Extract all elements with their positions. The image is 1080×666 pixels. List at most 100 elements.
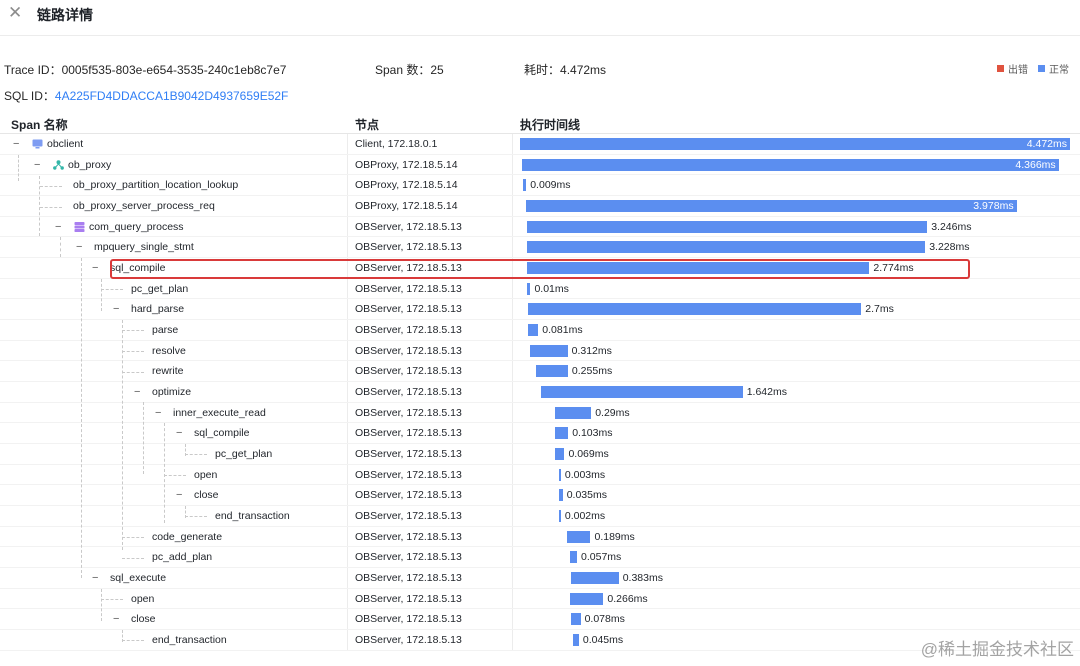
span-name: pc_get_plan (131, 282, 189, 295)
collapse-toggle[interactable]: − (176, 427, 183, 440)
sql-id-link[interactable]: 4A225FD4DDACCA1B9042D4937659E52F (54, 89, 289, 103)
timeline-bar[interactable] (558, 489, 563, 502)
proxy-icon (53, 159, 64, 170)
timeline-bar[interactable] (523, 179, 527, 192)
column-header-span: Span 名称 (11, 118, 68, 132)
table-row[interactable]: rewrite OBServer, 172.18.5.13 0.255ms (0, 361, 1080, 383)
table-row[interactable]: pc_get_plan OBServer, 172.18.5.13 0.069ms (0, 444, 1080, 465)
table-row[interactable]: − obclient Client, 172.18.0.1 4.472ms (0, 134, 1080, 155)
span-name: pc_add_plan (152, 551, 213, 564)
table-row[interactable]: open OBServer, 172.18.5.13 0.266ms (0, 589, 1080, 610)
drawer-title: 链路详情 (37, 7, 93, 23)
table-row[interactable]: pc_get_plan OBServer, 172.18.5.13 0.01ms (0, 279, 1080, 300)
timeline-bar[interactable] (540, 386, 743, 399)
timeline-bar[interactable] (525, 200, 1017, 212)
timeline-bar[interactable] (555, 448, 565, 461)
span-node: OBServer, 172.18.5.13 (355, 324, 462, 337)
table-row[interactable]: − sql_execute OBServer, 172.18.5.13 0.383ms (0, 568, 1080, 589)
duration-label: 0.103ms (572, 427, 613, 440)
span-name: resolve (152, 344, 186, 357)
row-divider (0, 587, 1080, 589)
timeline-bar[interactable] (521, 158, 1059, 171)
table-row[interactable]: − sql_compile OBServer, 172.18.5.13 0.103ms (0, 423, 1080, 445)
timeline-bar[interactable] (570, 551, 578, 564)
span-node: OBServer, 172.18.5.13 (355, 530, 462, 543)
tree-guide-line (40, 186, 62, 187)
table-row[interactable]: − com_query_process OBServer, 172.18.5.13 3… (0, 217, 1080, 238)
table-row[interactable]: − ob_proxy OBProxy, 172.18.5.14 4.366ms (0, 155, 1080, 176)
timeline-bar[interactable] (527, 220, 928, 233)
duration-label: 0.01ms (534, 282, 569, 295)
table-row[interactable]: code_generate OBServer, 172.18.5.13 0.189m… (0, 527, 1080, 548)
timeline-bar[interactable] (528, 324, 539, 337)
collapse-toggle[interactable]: − (176, 489, 183, 502)
span-name: optimize (152, 386, 192, 399)
table-row[interactable]: resolve OBServer, 172.18.5.13 0.312ms (0, 341, 1080, 362)
table-row[interactable]: pc_add_plan OBServer, 172.18.5.13 0.057ms (0, 547, 1080, 569)
duration-label: 4.366ms (1015, 158, 1056, 171)
span-node: OBServer, 172.18.5.13 (355, 303, 462, 316)
table-row[interactable]: − inner_execute_read OBServer, 172.18.5.13… (0, 403, 1080, 424)
span-node: OBServer, 172.18.5.13 (355, 468, 462, 481)
timeline-bar[interactable] (529, 344, 568, 357)
collapse-toggle[interactable]: − (155, 406, 162, 419)
table-row[interactable]: − mpquery_single_stmt OBServer, 172.18.5.1… (0, 237, 1080, 258)
tree-guide-line (185, 516, 207, 517)
close-icon[interactable]: ✕ (8, 3, 23, 22)
table-row[interactable]: − close OBServer, 172.18.5.13 0.078ms (0, 609, 1080, 631)
span-node: OBServer, 172.18.5.13 (355, 592, 462, 605)
timeline-bar[interactable] (558, 468, 561, 481)
collapse-toggle[interactable]: − (34, 158, 41, 171)
duration-label: 耗时： (524, 63, 561, 77)
table-header: Span 名称 节点 执行时间线 (0, 114, 1080, 134)
timeline-bar[interactable] (570, 592, 604, 605)
timeline-bar[interactable] (570, 572, 619, 585)
timeline-bar[interactable] (572, 634, 579, 647)
tree-guide-line (164, 423, 165, 523)
watermark: @稀土掘金技术社区 (920, 640, 1074, 659)
collapse-toggle[interactable]: − (134, 386, 141, 399)
timeline-bar[interactable] (535, 365, 568, 378)
collapse-toggle[interactable]: − (92, 262, 99, 275)
timeline-bar[interactable] (555, 427, 569, 440)
timeline-bar[interactable] (528, 303, 862, 316)
collapse-toggle[interactable]: − (76, 241, 83, 254)
table-row[interactable]: parse OBServer, 172.18.5.13 0.081ms (0, 320, 1080, 341)
table-row[interactable]: open OBServer, 172.18.5.13 0.003ms (0, 465, 1080, 486)
table-row[interactable]: ob_proxy_partition_location_lookup OBProx… (0, 175, 1080, 196)
table-row[interactable]: ob_proxy_server_process_req OBProxy, 172.… (0, 196, 1080, 217)
duration-label: 0.081ms (542, 324, 583, 337)
span-node: OBServer, 172.18.5.13 (355, 241, 462, 254)
timeline-bar[interactable] (555, 406, 592, 419)
span-name: end_transaction (152, 634, 227, 647)
timeline-bar[interactable] (527, 241, 926, 254)
span-node: OBServer, 172.18.5.13 (355, 613, 462, 626)
column-divider (512, 134, 513, 650)
collapse-toggle[interactable]: − (113, 613, 120, 626)
span-node: OBServer, 172.18.5.13 (355, 386, 462, 399)
timeline-bar[interactable] (570, 613, 581, 626)
table-row[interactable]: end_transaction OBServer, 172.18.5.13 0.00… (0, 506, 1080, 527)
collapse-toggle[interactable]: − (13, 138, 20, 150)
server-icon (74, 221, 85, 232)
timeline-bar[interactable] (567, 530, 591, 543)
span-name: pc_get_plan (215, 448, 273, 461)
timeline-bar[interactable] (520, 138, 1070, 150)
span-name: close (194, 489, 219, 502)
row-divider (0, 194, 1080, 196)
row-divider (0, 215, 1080, 217)
timeline-bar[interactable] (527, 282, 531, 295)
timeline-bar[interactable] (527, 262, 870, 275)
table-row[interactable]: − optimize OBServer, 172.18.5.13 1.642ms (0, 382, 1080, 403)
timeline-bar[interactable] (558, 510, 561, 523)
collapse-toggle[interactable]: − (55, 220, 62, 233)
collapse-toggle[interactable]: − (113, 303, 120, 316)
duration-label: 3.246ms (931, 220, 972, 233)
collapse-toggle[interactable]: − (92, 572, 99, 585)
table-row[interactable]: end_transaction OBServer, 172.18.5.13 0.04… (0, 630, 1080, 651)
column-header-node: 节点 (355, 118, 380, 132)
table-row[interactable]: − hard_parse OBServer, 172.18.5.13 2.7ms (0, 299, 1080, 321)
tree-guide-line (122, 640, 144, 641)
table-row[interactable]: − close OBServer, 172.18.5.13 0.035ms (0, 485, 1080, 507)
span-name: obclient (47, 138, 84, 150)
